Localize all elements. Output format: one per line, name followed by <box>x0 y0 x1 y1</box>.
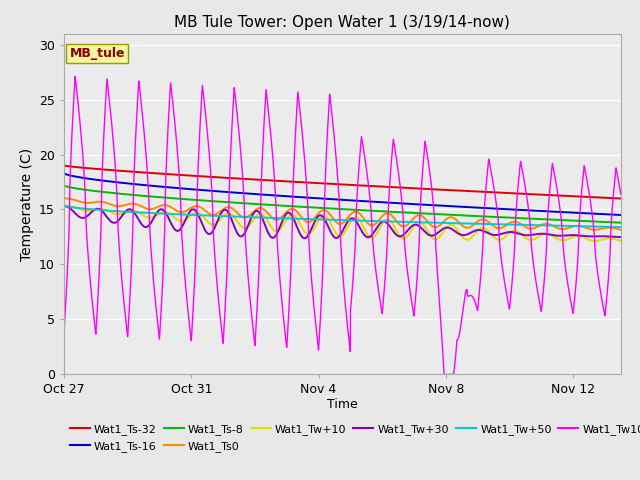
Wat1_Ts-32 <box>476 189 483 194</box>
Wat1_Tw+30 <box>60 203 68 209</box>
Line: Wat1_Ts-8: Wat1_Ts-8 <box>64 185 621 223</box>
Wat1_Ts-8 <box>394 209 402 215</box>
Wat1_Ts-8 <box>518 216 525 221</box>
Wat1_Tw100 <box>617 192 625 197</box>
Wat1_Tw+30 <box>394 233 402 239</box>
Wat1_Tw+10 <box>161 209 169 215</box>
Wat1_Ts-8 <box>273 203 280 208</box>
Wat1_Tw+30 <box>422 230 430 236</box>
Wat1_Ts0 <box>60 195 68 201</box>
Wat1_Ts-16 <box>60 170 68 176</box>
Wat1_Tw+50 <box>60 202 68 208</box>
Line: Wat1_Ts0: Wat1_Ts0 <box>64 198 621 230</box>
Wat1_Ts0 <box>394 220 402 226</box>
Wat1_Tw+10 <box>591 238 598 244</box>
Wat1_Ts0 <box>518 222 525 228</box>
Wat1_Ts0 <box>476 217 483 223</box>
Wat1_Ts-16 <box>394 200 402 206</box>
Wat1_Tw100 <box>273 231 281 237</box>
Wat1_Ts-32 <box>617 196 625 202</box>
Wat1_Ts-8 <box>161 195 169 201</box>
Wat1_Ts-32 <box>394 184 402 190</box>
Wat1_Tw+50 <box>161 211 169 216</box>
Wat1_Tw+30 <box>161 209 169 215</box>
Wat1_Ts-16 <box>273 192 280 198</box>
Wat1_Tw+10 <box>273 228 280 234</box>
Wat1_Tw+50 <box>518 222 525 228</box>
Wat1_Ts-32 <box>60 163 68 168</box>
Wat1_Tw+10 <box>617 238 625 244</box>
Line: Wat1_Tw+50: Wat1_Tw+50 <box>64 205 621 227</box>
Wat1_Tw100 <box>422 145 430 151</box>
Wat1_Ts-16 <box>476 205 483 211</box>
Wat1_Ts-8 <box>617 220 625 226</box>
Y-axis label: Temperature (C): Temperature (C) <box>20 147 33 261</box>
Wat1_Ts-32 <box>161 171 169 177</box>
Wat1_Tw+50 <box>422 219 430 225</box>
Wat1_Tw+30 <box>476 227 483 233</box>
Wat1_Tw+30 <box>301 235 308 241</box>
Wat1_Ts-8 <box>422 211 430 216</box>
Wat1_Tw+10 <box>518 232 525 238</box>
Text: MB_tule: MB_tule <box>70 47 125 60</box>
Wat1_Ts0 <box>422 217 430 223</box>
Wat1_Tw100 <box>161 194 169 200</box>
Wat1_Ts-16 <box>617 212 625 218</box>
Line: Wat1_Tw+30: Wat1_Tw+30 <box>64 206 621 238</box>
Wat1_Ts0 <box>617 227 625 233</box>
Legend: Wat1_Ts-32, Wat1_Ts-16, Wat1_Ts-8, Wat1_Ts0, Wat1_Tw+10, Wat1_Tw+30, Wat1_Tw+50,: Wat1_Ts-32, Wat1_Ts-16, Wat1_Ts-8, Wat1_… <box>70 424 640 452</box>
Wat1_Tw+30 <box>273 231 280 237</box>
Line: Wat1_Tw+10: Wat1_Tw+10 <box>64 206 621 241</box>
Wat1_Ts-16 <box>518 207 525 213</box>
Wat1_Ts-16 <box>422 202 430 208</box>
Wat1_Ts-8 <box>60 182 68 188</box>
Wat1_Ts-32 <box>422 186 430 192</box>
Wat1_Tw100 <box>394 167 402 173</box>
Wat1_Tw100 <box>60 330 68 336</box>
Wat1_Tw+10 <box>394 231 402 237</box>
Wat1_Tw100 <box>440 372 448 377</box>
Wat1_Tw+50 <box>394 219 402 225</box>
Wat1_Ts0 <box>273 217 280 223</box>
Line: Wat1_Ts-16: Wat1_Ts-16 <box>64 173 621 215</box>
Wat1_Tw+30 <box>518 232 525 238</box>
Wat1_Ts0 <box>161 202 169 208</box>
Wat1_Tw+10 <box>422 226 430 232</box>
Wat1_Tw100 <box>71 73 79 79</box>
Wat1_Tw+10 <box>60 203 68 209</box>
Wat1_Ts-16 <box>161 184 169 190</box>
Line: Wat1_Tw100: Wat1_Tw100 <box>64 76 621 374</box>
Wat1_Tw+50 <box>476 221 483 227</box>
Wat1_Tw+50 <box>617 224 625 230</box>
Wat1_Tw100 <box>518 166 526 171</box>
Wat1_Tw+30 <box>617 234 625 240</box>
Title: MB Tule Tower: Open Water 1 (3/19/14-now): MB Tule Tower: Open Water 1 (3/19/14-now… <box>175 15 510 30</box>
Wat1_Tw+10 <box>476 226 483 232</box>
Wat1_Ts-32 <box>273 178 280 184</box>
Wat1_Tw+50 <box>273 215 280 221</box>
Wat1_Tw100 <box>476 286 483 291</box>
Wat1_Ts-32 <box>518 191 525 197</box>
X-axis label: Time: Time <box>327 398 358 411</box>
Wat1_Ts-8 <box>476 213 483 219</box>
Line: Wat1_Ts-32: Wat1_Ts-32 <box>64 166 621 199</box>
